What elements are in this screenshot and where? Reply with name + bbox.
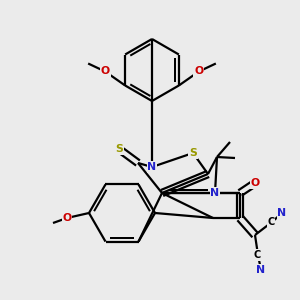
Text: C: C: [254, 250, 261, 260]
Text: O: O: [100, 67, 110, 76]
Text: S: S: [189, 148, 197, 158]
Text: N: N: [278, 208, 286, 218]
Text: O: O: [250, 178, 260, 188]
Text: S: S: [115, 144, 123, 154]
Text: O: O: [62, 213, 72, 223]
Text: N: N: [210, 188, 220, 198]
Text: N: N: [147, 162, 157, 172]
Text: C: C: [267, 217, 274, 227]
Text: O: O: [194, 67, 203, 76]
Text: N: N: [256, 265, 266, 275]
